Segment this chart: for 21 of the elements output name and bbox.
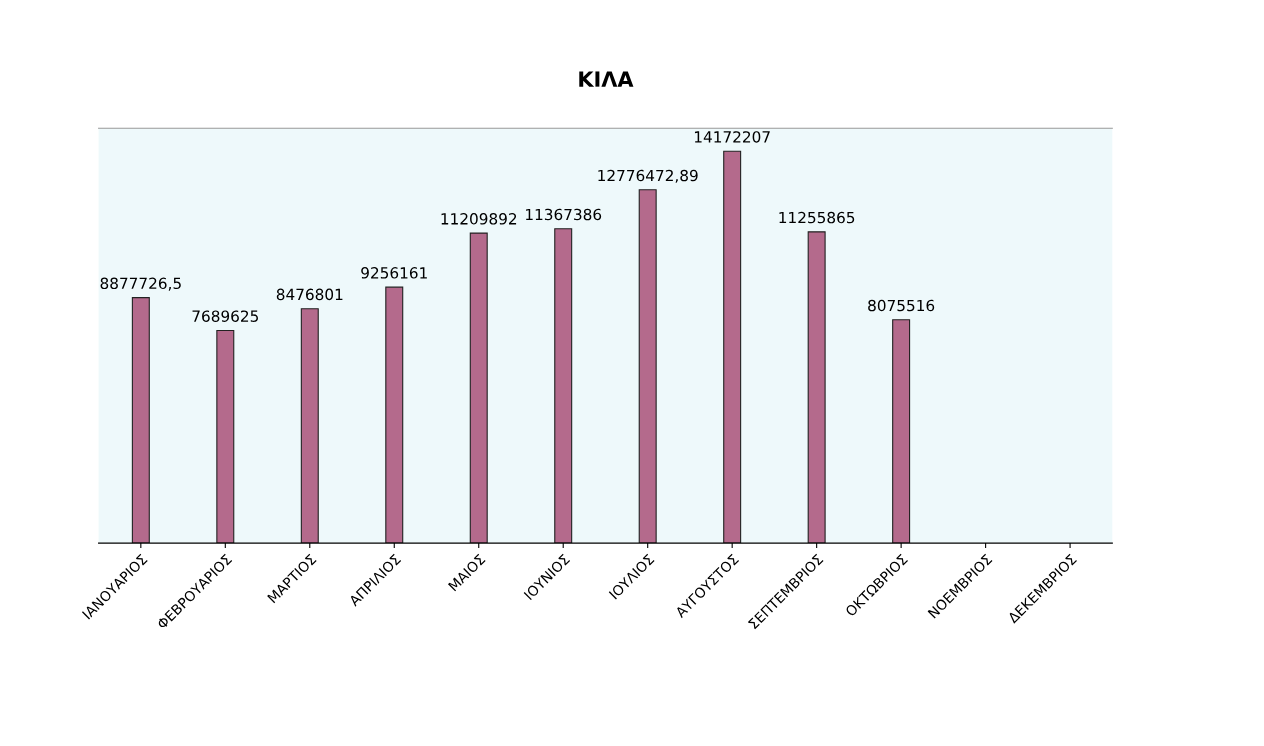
bar xyxy=(131,297,150,544)
bar xyxy=(469,232,488,544)
data-label: 8476801 xyxy=(276,288,343,301)
bar xyxy=(216,329,235,544)
bar xyxy=(723,150,742,544)
chart-title: ΚΙΛΑ xyxy=(579,71,634,87)
bar xyxy=(807,231,826,544)
bar xyxy=(300,308,319,544)
data-label: 9256161 xyxy=(361,267,427,279)
data-label: 11255865 xyxy=(779,211,855,224)
bar xyxy=(385,286,404,544)
data-label: 8075516 xyxy=(868,299,935,312)
data-label: 11367386 xyxy=(526,208,602,221)
data-label: 7689625 xyxy=(192,310,258,322)
data-label: 11209892 xyxy=(441,213,517,225)
data-label: 8877726,5 xyxy=(100,277,181,291)
bar xyxy=(554,228,573,544)
bar xyxy=(892,319,911,544)
data-label: 14172207 xyxy=(694,131,770,143)
bar xyxy=(638,189,657,544)
data-label: 12776472,89 xyxy=(598,169,698,183)
